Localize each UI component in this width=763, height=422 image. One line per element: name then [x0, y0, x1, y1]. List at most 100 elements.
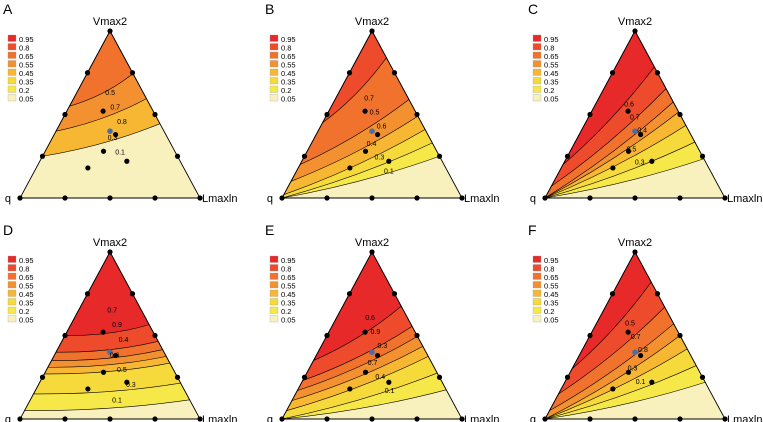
legend-swatch	[532, 315, 542, 323]
sample-point	[587, 111, 593, 118]
vertex-label-right: Lmaxln	[464, 414, 499, 422]
contour-band-0.95	[312, 251, 402, 362]
legend-label: 0.65	[19, 273, 34, 282]
sample-point	[637, 131, 644, 138]
sample-point	[677, 416, 683, 422]
sample-point	[632, 28, 638, 34]
contour-label: 0.3	[108, 135, 118, 142]
panel-letter: A	[3, 1, 13, 17]
legend-label: 0.8	[19, 44, 29, 53]
sample-point	[459, 195, 465, 201]
sample-point	[649, 379, 655, 385]
sample-point	[346, 70, 353, 76]
contour-label: 0.7	[110, 104, 120, 111]
legend-label: 0.05	[19, 95, 34, 104]
sample-point	[369, 195, 375, 201]
legend-swatch	[7, 306, 17, 314]
sample-point	[722, 416, 728, 422]
legend-swatch	[269, 34, 279, 42]
sample-point	[414, 416, 420, 422]
centroid-point	[107, 349, 113, 355]
legend-swatch	[269, 43, 279, 51]
sample-point	[609, 291, 616, 297]
sample-point	[362, 329, 368, 335]
sample-point	[587, 416, 593, 422]
sample-point	[677, 332, 683, 339]
contour-band-0.8	[322, 30, 387, 124]
vertex-label-left: q	[5, 193, 11, 205]
panel-letter: B	[265, 1, 274, 17]
contour-label: 0.4	[637, 128, 647, 135]
legend-label: 0.55	[19, 61, 34, 70]
legend-label: 0.05	[281, 316, 296, 325]
legend-label: 0.45	[544, 290, 559, 299]
contour-label: 0.1	[384, 168, 394, 175]
sample-point	[347, 386, 353, 392]
legend-swatch	[7, 298, 17, 306]
sample-point	[62, 195, 68, 201]
legend-swatch	[532, 34, 542, 42]
contour-label: 0.1	[636, 379, 646, 386]
sample-point	[84, 70, 91, 76]
vertex-label-left: q	[530, 414, 536, 422]
legend-label: 0.45	[19, 69, 34, 78]
sample-point	[174, 153, 181, 159]
legend-swatch	[7, 315, 17, 323]
panel-letter: C	[528, 1, 538, 17]
legend-swatch	[532, 281, 542, 289]
legend-swatch	[532, 43, 542, 51]
vertex-label-left: q	[5, 414, 11, 422]
legend-swatch	[532, 60, 542, 68]
vertex-label-top: Vmax2	[355, 16, 389, 28]
sample-point	[124, 379, 130, 385]
legend-swatch	[532, 272, 542, 280]
sample-point	[587, 332, 593, 339]
legend-swatch	[269, 94, 279, 102]
legend-swatch	[269, 77, 279, 85]
legend-swatch	[532, 94, 542, 102]
sample-point	[152, 195, 158, 201]
legend: 0.950.80.650.550.450.350.20.05	[532, 255, 559, 325]
legend-label: 0.95	[544, 35, 559, 44]
legend-swatch	[7, 43, 17, 51]
legend-swatch	[7, 272, 17, 280]
legend-label: 0.95	[281, 35, 296, 44]
sample-point	[112, 131, 119, 138]
legend-swatch	[269, 255, 279, 263]
centroid-point	[107, 128, 113, 134]
legend-swatch	[269, 289, 279, 297]
legend-label: 0.45	[19, 290, 34, 299]
legend-label: 0.45	[281, 290, 296, 299]
contour-label: 0.6	[377, 123, 387, 130]
sample-point	[677, 111, 683, 118]
legend-swatch	[269, 298, 279, 306]
panel-letter: D	[3, 222, 13, 238]
legend-label: 0.2	[544, 86, 554, 95]
legend: 0.950.80.650.550.450.350.20.05	[532, 34, 559, 104]
contour-label: 0.7	[364, 96, 374, 103]
sample-point	[677, 195, 683, 201]
legend: 0.950.80.650.550.450.350.20.05	[7, 34, 34, 104]
legend-label: 0.05	[544, 316, 559, 325]
legend-swatch	[7, 264, 17, 272]
legend-swatch	[269, 85, 279, 93]
vertex-label-right: Lmaxln	[464, 193, 499, 205]
legend-label: 0.35	[281, 299, 296, 308]
legend-label: 0.35	[19, 299, 34, 308]
sample-point	[85, 386, 91, 392]
sample-point	[152, 111, 158, 118]
legend-label: 0.45	[544, 69, 559, 78]
vertex-label-top: Vmax2	[93, 16, 127, 28]
sample-point	[279, 416, 285, 422]
sample-point	[587, 195, 593, 201]
contour-label: 0.7	[631, 334, 641, 341]
sample-point	[632, 416, 638, 422]
contour-label: 0.5	[627, 146, 637, 153]
contour-band-0.95	[64, 251, 150, 336]
vertex-label-right: Lmaxln	[727, 414, 762, 422]
legend-label: 0.05	[544, 95, 559, 104]
